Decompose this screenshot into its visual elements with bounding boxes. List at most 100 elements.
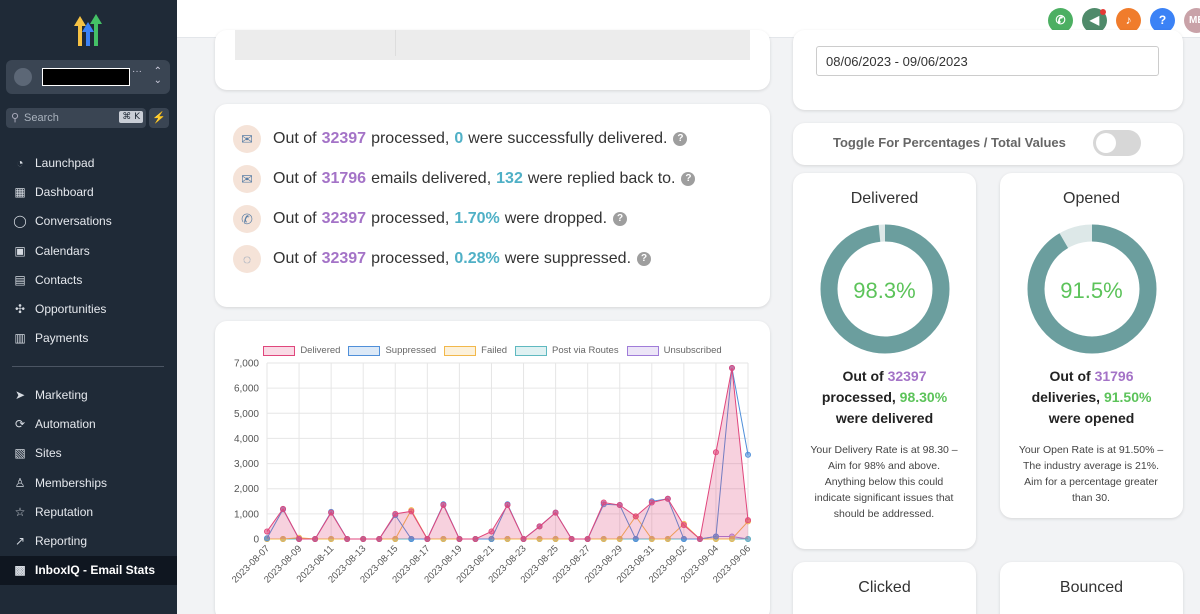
data-point[interactable] — [280, 535, 287, 542]
star-icon: ☆ — [14, 504, 26, 519]
data-point[interactable] — [616, 502, 623, 509]
data-point[interactable] — [344, 535, 351, 542]
legend-item[interactable]: Suppressed — [348, 345, 436, 356]
sidebar-item-sites[interactable]: ▧ Sites — [0, 439, 177, 468]
stat-replied-line: ✉ Out of 31796 emails delivered, 132 wer… — [233, 164, 696, 194]
data-point[interactable] — [632, 513, 639, 520]
legend-label: Post via Routes — [552, 345, 619, 356]
data-point[interactable] — [520, 535, 527, 542]
user-avatar[interactable]: ME — [1184, 8, 1200, 33]
sidebar-item-inboxiq-email-stats[interactable]: ▩ InboxIQ - Email Stats — [0, 555, 177, 586]
sidebar-item-opportunities[interactable]: ✣ Opportunities — [0, 294, 177, 323]
date-range-card — [793, 30, 1183, 110]
sidebar-item-conversations[interactable]: ◯ Conversations — [0, 207, 177, 236]
data-point[interactable] — [536, 523, 543, 530]
data-point[interactable] — [504, 535, 511, 542]
sidebar-item-payments[interactable]: ▥ Payments — [0, 324, 177, 353]
help-icon[interactable]: ? — [1150, 8, 1175, 33]
data-point[interactable] — [648, 499, 655, 506]
sidebar-item-marketing[interactable]: ➤ Marketing — [0, 380, 177, 409]
data-point[interactable] — [392, 535, 399, 542]
sidebar-item-reporting[interactable]: ↗ Reporting — [0, 526, 177, 555]
sidebar-item-contacts[interactable]: ▤ Contacts — [0, 265, 177, 294]
data-point[interactable] — [664, 495, 671, 502]
data-point[interactable] — [745, 535, 752, 542]
account-switcher[interactable]: ··· ⌃ ⌄ — [6, 60, 170, 94]
app-logo[interactable] — [70, 14, 106, 48]
data-point[interactable] — [600, 535, 607, 542]
sidebar-item-label: Reputation — [35, 504, 94, 519]
data-point[interactable] — [536, 535, 543, 542]
legend-item[interactable]: Post via Routes — [515, 345, 619, 356]
bounced-title: Bounced — [1059, 579, 1124, 596]
data-point[interactable] — [408, 535, 415, 542]
data-point[interactable] — [504, 502, 511, 509]
quick-action-bolt-icon[interactable]: ⚡ — [149, 108, 169, 128]
sidebar-item-reputation[interactable]: ☆ Reputation — [0, 497, 177, 526]
data-point[interactable] — [264, 528, 271, 535]
data-point[interactable] — [728, 535, 735, 542]
data-point[interactable] — [456, 535, 463, 542]
sidebar-item-launchpad[interactable]: ◔ Launchpad — [0, 148, 177, 177]
legend-item[interactable]: Delivered — [263, 345, 340, 356]
data-point[interactable] — [600, 499, 607, 506]
data-point[interactable] — [616, 535, 623, 542]
toggle-label: Toggle For Percentages / Total Values — [833, 135, 1066, 150]
data-point[interactable] — [264, 535, 271, 542]
opportunities-icon: ✣ — [14, 302, 26, 317]
search-box[interactable]: ⚲ ⌘ K — [6, 108, 146, 128]
help-icon[interactable]: ? — [681, 172, 696, 186]
data-point[interactable] — [328, 509, 335, 516]
legend-item[interactable]: Failed — [444, 345, 507, 356]
legend-item[interactable]: Unsubscribed — [626, 345, 722, 356]
data-point[interactable] — [552, 509, 559, 516]
data-point[interactable] — [568, 535, 575, 542]
y-tick-label: 4,000 — [234, 434, 259, 445]
help-icon[interactable]: ? — [613, 212, 628, 226]
data-point[interactable] — [745, 517, 752, 524]
data-point[interactable] — [328, 535, 335, 542]
sidebar-item-dashboard[interactable]: ▦ Dashboard — [0, 177, 177, 206]
data-point[interactable] — [728, 365, 735, 372]
data-point[interactable] — [472, 535, 479, 542]
sidebar-item-memberships[interactable]: ♙ Memberships — [0, 468, 177, 497]
data-point[interactable] — [745, 451, 752, 458]
opened-percent: 91.5% — [1060, 278, 1123, 303]
phone-icon[interactable]: ✆ — [1048, 8, 1073, 33]
data-point[interactable] — [488, 528, 495, 535]
data-point[interactable] — [392, 510, 399, 517]
data-point[interactable] — [680, 535, 687, 542]
help-icon[interactable]: ? — [637, 252, 652, 266]
data-point[interactable] — [680, 522, 687, 529]
stat-prefix: Out of — [273, 210, 317, 227]
data-point[interactable] — [408, 508, 415, 515]
sidebar-item-automation[interactable]: ⟳ Automation — [0, 409, 177, 438]
summary-prefix: Out of — [1049, 368, 1091, 384]
date-range-input[interactable] — [816, 46, 1159, 76]
data-point[interactable] — [440, 535, 447, 542]
stat-dropped-line: ✆ Out of 32397 processed, 1.70% were dro… — [233, 204, 628, 234]
data-point[interactable] — [488, 535, 495, 542]
data-point[interactable] — [696, 535, 703, 542]
data-point[interactable] — [296, 535, 303, 542]
search-input[interactable] — [24, 110, 104, 126]
data-point[interactable] — [552, 535, 559, 542]
data-point[interactable] — [712, 533, 719, 540]
data-point[interactable] — [648, 535, 655, 542]
sidebar-nav-primary: ◔ Launchpad ▦ Dashboard ◯ Conversations ▣ Calen… — [0, 148, 177, 353]
data-point[interactable] — [280, 505, 287, 512]
help-icon[interactable]: ? — [673, 132, 688, 146]
percentage-toggle[interactable] — [1093, 130, 1141, 156]
data-point[interactable] — [440, 502, 447, 509]
bell-icon[interactable]: ♪ — [1116, 8, 1141, 33]
sidebar-divider — [12, 366, 164, 367]
data-point[interactable] — [360, 535, 367, 542]
sidebar-item-calendars[interactable]: ▣ Calendars — [0, 236, 177, 265]
data-point[interactable] — [664, 535, 671, 542]
data-point[interactable] — [376, 535, 383, 542]
data-point[interactable] — [632, 535, 639, 542]
data-point[interactable] — [424, 535, 431, 542]
data-point[interactable] — [712, 449, 719, 456]
data-point[interactable] — [312, 535, 319, 542]
data-point[interactable] — [584, 535, 591, 542]
